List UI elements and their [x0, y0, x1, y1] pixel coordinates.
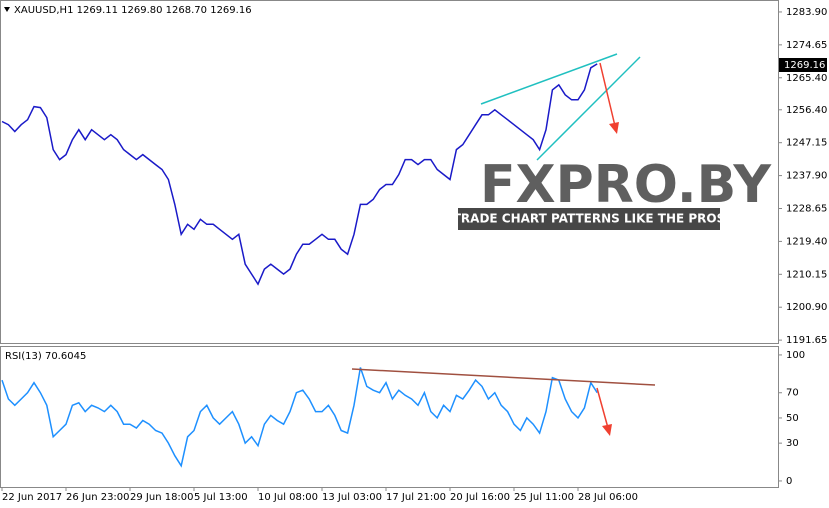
- watermark-subtitle: TRADE CHART PATTERNS LIKE THE PROS: [453, 212, 726, 226]
- arrowhead: [602, 424, 612, 436]
- y-tick-label: 1210.15: [786, 269, 827, 280]
- rsi-title: RSI(13) 70.6045: [5, 351, 86, 362]
- x-tick-label: 17 Jul 21:00: [386, 492, 446, 503]
- price-panel: [0, 0, 779, 344]
- arrow: [596, 387, 609, 429]
- rsi-panel: [0, 346, 779, 488]
- y-tick-label: 1283.90: [786, 7, 827, 18]
- x-tick-label: 10 Jul 08:00: [258, 492, 318, 503]
- series-line: [1, 367, 598, 468]
- y-tick-label: 50: [786, 413, 799, 424]
- trend-line: [536, 56, 641, 161]
- arrow: [599, 62, 616, 127]
- watermark-band: [458, 208, 720, 230]
- y-tick-label: 1228.65: [786, 203, 827, 214]
- y-tick-label: 0: [786, 476, 792, 487]
- last-price-box: [779, 58, 827, 72]
- y-tick-label: 70: [786, 388, 799, 399]
- x-tick-label: 26 Jun 23:00: [66, 492, 130, 503]
- y-tick-label: 1247.15: [786, 138, 827, 149]
- y-tick-label: 1237.90: [786, 171, 827, 182]
- title-icon: [4, 7, 10, 12]
- x-tick-label: 22 Jun 2017: [2, 492, 62, 503]
- y-tick-label: 1265.40: [786, 73, 827, 84]
- x-tick-label: 20 Jul 16:00: [450, 492, 510, 503]
- y-tick-label: 100: [786, 350, 805, 361]
- last-price-label: 1269.16: [784, 60, 825, 71]
- y-tick-label: 30: [786, 438, 799, 449]
- y-tick-label: 1191.65: [786, 335, 827, 346]
- y-tick-label: 1219.40: [786, 236, 827, 247]
- x-tick-label: 29 Jun 18:00: [130, 492, 194, 503]
- arrowhead: [609, 122, 619, 134]
- x-tick-label: 5 Jul 13:00: [194, 492, 248, 503]
- watermark: FXPRO.BY: [480, 155, 772, 215]
- y-tick-label: 1200.90: [786, 302, 827, 313]
- x-tick-label: 28 Jul 06:00: [578, 492, 638, 503]
- x-tick-label: 13 Jul 03:00: [322, 492, 382, 503]
- chart-title: XAUUSD,H1 1269.11 1269.80 1268.70 1269.1…: [14, 5, 252, 16]
- trend-line: [480, 53, 618, 105]
- trend-line: [351, 368, 656, 386]
- y-tick-label: 1256.40: [786, 105, 827, 116]
- x-tick-label: 25 Jul 11:00: [514, 492, 574, 503]
- series-line: [1, 63, 598, 286]
- y-tick-label: 1274.65: [786, 40, 827, 51]
